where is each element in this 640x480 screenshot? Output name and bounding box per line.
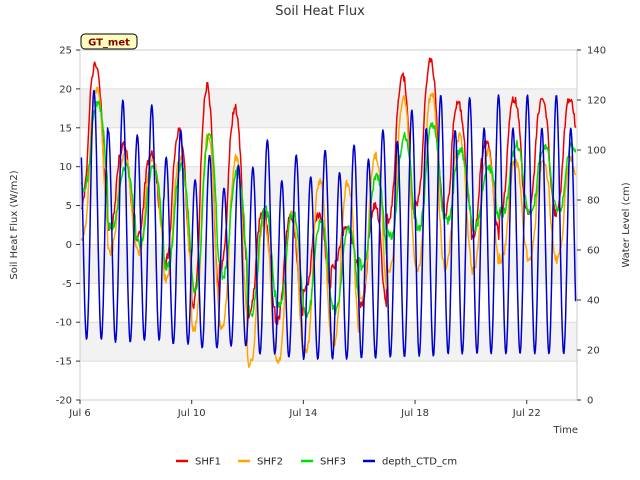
series-line-depth-ctd-cm: [80, 90, 577, 361]
legend-label-shf2: SHF2: [257, 457, 283, 468]
y-axis-right-label: Water Level (cm): [621, 182, 632, 267]
y-left-tick-label: 25: [59, 46, 72, 57]
station-badge: GT_met: [80, 33, 138, 50]
background-band: [80, 322, 577, 362]
y-left-tick-label: 0: [66, 240, 72, 251]
y-left-tick-label: -15: [56, 357, 72, 368]
y-right-tick-label: 40: [587, 296, 600, 307]
y-right-tick-label: 120: [587, 96, 606, 107]
y-left-tick-label: 15: [59, 123, 72, 134]
legend: SHF1 SHF2 SHF3 depth_CTD_cm: [176, 457, 457, 468]
y-right-tick-label: 20: [587, 346, 600, 357]
axis-ticks: 25 20 15 10 5 0 -5 -10 -15 -20 140 120 100 80 60 40 20 0 J…: [56, 46, 606, 420]
y-left-tick-label: 20: [59, 84, 72, 95]
y-right-tick-label: 60: [587, 246, 600, 257]
y-left-tick-label: -10: [56, 318, 72, 329]
x-tick-label: Jul 6: [68, 408, 91, 419]
y-left-tick-label: 10: [59, 162, 72, 173]
chart-title: Soil Heat Flux: [275, 4, 365, 19]
series-line-shf2: [80, 86, 577, 369]
y-axis-left-label: Soil Heat Flux (W/m2): [9, 170, 20, 279]
x-tick-label: Jul 14: [288, 408, 317, 419]
station-badge-label: GT_met: [88, 38, 130, 49]
station-badge-box: [80, 33, 138, 50]
y-left-tick-label: -20: [56, 396, 72, 407]
x-tick-label: Jul 22: [512, 408, 541, 419]
background-band: [80, 88, 577, 128]
y-left-tick-label: 5: [66, 201, 72, 212]
y-right-tick-label: 80: [587, 196, 600, 207]
x-tick-label: Jul 18: [400, 408, 429, 419]
y-left-tick-label: -5: [62, 279, 72, 290]
series-lines: [80, 57, 577, 369]
x-tick-label: Jul 10: [177, 408, 206, 419]
plot-frame: [79, 49, 578, 401]
x-axis-label: Time: [553, 425, 578, 436]
y-right-tick-label: 140: [587, 46, 606, 57]
legend-label-shf1: SHF1: [195, 457, 221, 468]
legend-label-shf3: SHF3: [320, 457, 346, 468]
y-right-tick-label: 0: [587, 396, 593, 407]
legend-label-depth-ctd-cm: depth_CTD_cm: [382, 457, 457, 468]
y-right-tick-label: 100: [587, 146, 606, 157]
